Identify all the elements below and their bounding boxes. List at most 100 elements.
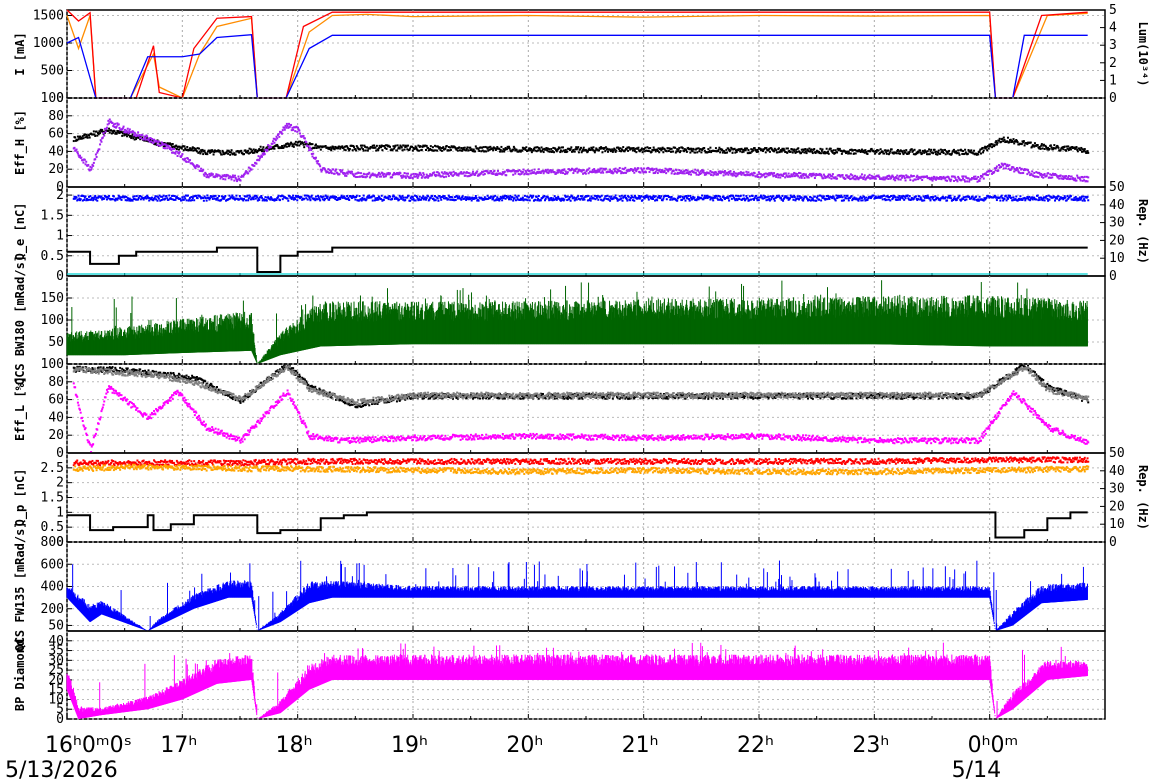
data-point <box>582 198 585 201</box>
data-point <box>943 148 946 151</box>
data-point <box>458 195 461 198</box>
data-point <box>928 148 931 151</box>
data-point <box>656 149 659 152</box>
data-point <box>624 149 627 152</box>
data-point <box>1000 140 1003 143</box>
data-point <box>299 142 302 145</box>
data-point <box>811 152 814 155</box>
data-point <box>303 137 306 140</box>
data-point <box>674 151 677 154</box>
data-point <box>631 168 634 171</box>
data-point <box>330 172 333 175</box>
data-point <box>850 148 853 151</box>
data-point <box>197 151 200 154</box>
data-point <box>889 150 892 153</box>
data-point <box>982 199 985 202</box>
data-point <box>367 172 370 175</box>
data-point <box>1080 197 1083 200</box>
data-point <box>341 196 344 199</box>
data-point <box>193 165 196 168</box>
data-point <box>442 197 445 200</box>
eff_her-series-1 <box>72 118 1090 183</box>
data-point <box>609 148 612 151</box>
data-point <box>993 145 996 148</box>
data-point <box>730 194 733 197</box>
data-point <box>348 149 351 152</box>
data-point <box>1085 175 1088 178</box>
data-point <box>339 169 342 172</box>
data-point <box>739 172 742 175</box>
data-point <box>223 174 226 177</box>
data-point <box>914 152 917 155</box>
data-point <box>808 198 811 201</box>
data-point <box>861 199 864 202</box>
data-point <box>899 152 902 155</box>
data-point <box>766 196 769 199</box>
data-point <box>424 148 427 151</box>
data-point <box>697 173 700 176</box>
data-point <box>681 171 684 174</box>
data-point <box>685 195 688 198</box>
data-point <box>854 148 857 151</box>
data-point <box>660 195 663 198</box>
data-point <box>645 149 648 152</box>
data-point <box>899 178 902 181</box>
data-point <box>254 148 257 151</box>
data-point <box>975 177 978 180</box>
data-point <box>809 173 812 176</box>
data-point <box>683 172 686 175</box>
data-point <box>727 197 730 200</box>
data-point <box>123 131 126 134</box>
data-point <box>168 146 171 149</box>
data-point <box>919 151 922 154</box>
data-point <box>485 150 488 153</box>
data-point <box>668 196 671 199</box>
data-point <box>814 174 817 177</box>
data-point <box>216 196 219 199</box>
data-point <box>265 150 268 153</box>
data-point <box>121 127 124 130</box>
data-point <box>959 199 962 202</box>
data-point <box>690 147 693 150</box>
data-point <box>909 179 912 182</box>
data-point <box>480 196 483 199</box>
data-point <box>536 199 539 202</box>
data-point <box>709 146 712 149</box>
data-point <box>186 157 189 160</box>
data-point <box>719 148 722 151</box>
data-point <box>126 130 129 133</box>
data-point <box>902 194 905 197</box>
data-point <box>312 152 315 155</box>
data-point <box>394 144 397 147</box>
data-point <box>854 178 857 181</box>
data-point <box>1012 138 1015 141</box>
data-point <box>779 176 782 179</box>
data-point <box>1069 177 1072 180</box>
data-point <box>116 122 119 125</box>
data-point <box>1038 172 1041 175</box>
data-point <box>840 149 843 152</box>
data-point <box>733 147 736 150</box>
data-point <box>511 169 514 172</box>
data-point <box>896 196 899 199</box>
data-point <box>831 197 834 200</box>
data-point <box>753 197 756 200</box>
data-point <box>591 171 594 174</box>
data-point <box>856 175 859 178</box>
data-point <box>167 198 170 201</box>
data-point <box>127 197 130 200</box>
data-point <box>142 198 145 201</box>
data-point <box>713 195 716 198</box>
data-point <box>832 195 835 198</box>
data-point <box>1040 172 1043 175</box>
data-point <box>860 148 863 151</box>
data-point <box>310 149 313 152</box>
data-point <box>955 178 958 181</box>
data-point <box>863 174 866 177</box>
data-point <box>317 196 320 199</box>
y-tick-label: 1.5 <box>41 208 64 223</box>
data-point <box>830 177 833 180</box>
data-point <box>692 148 695 151</box>
data-point <box>702 169 705 172</box>
data-point <box>575 196 578 199</box>
